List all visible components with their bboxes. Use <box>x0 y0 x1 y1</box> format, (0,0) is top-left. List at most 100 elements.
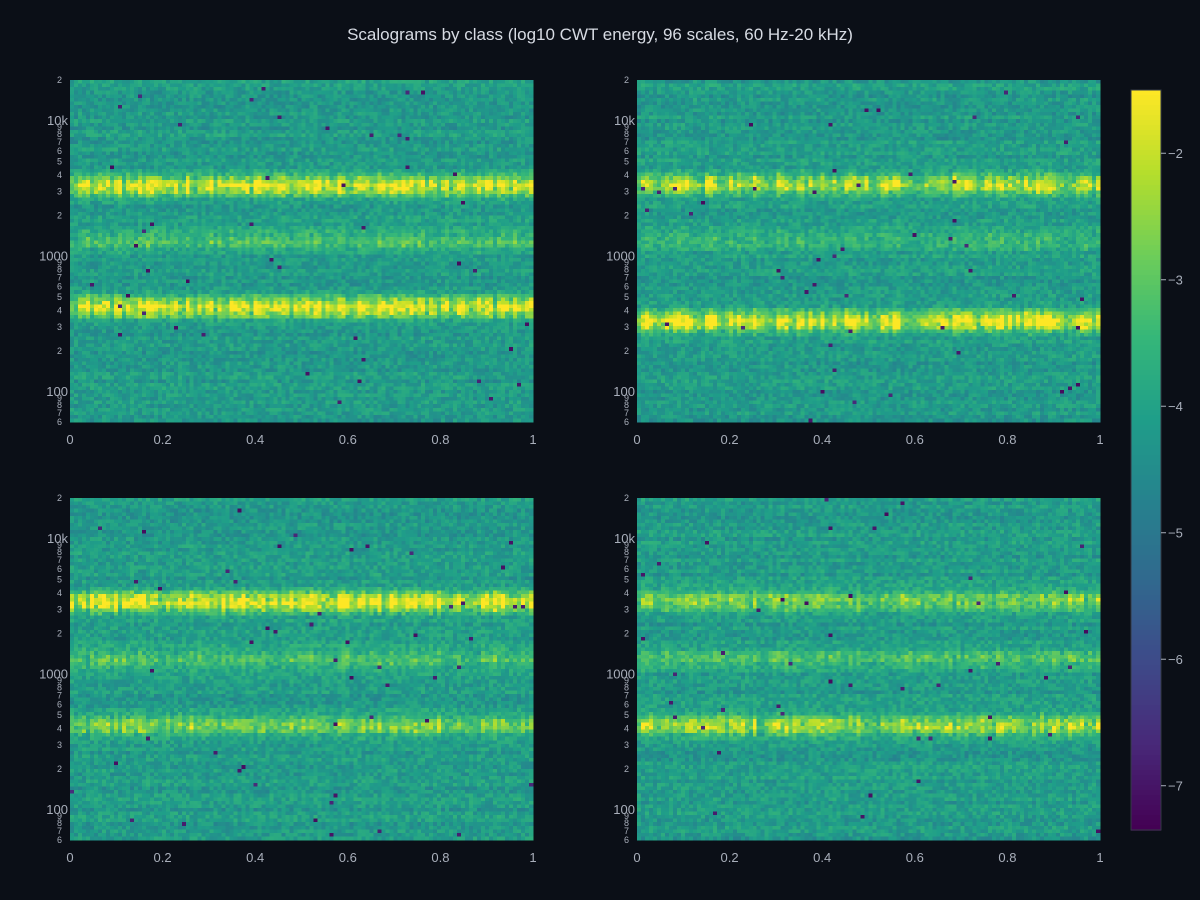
heatmap-cell <box>529 98 534 102</box>
heatmap-cell <box>82 105 87 109</box>
heatmap-cell <box>373 91 378 95</box>
heatmap-cell <box>258 94 263 98</box>
heatmap-cell <box>429 87 434 91</box>
heatmap-cell <box>325 98 330 102</box>
heatmap-cell <box>190 80 195 84</box>
heatmap-cell <box>445 98 450 102</box>
heatmap-cell <box>182 91 187 95</box>
heatmap-cell <box>525 91 530 95</box>
heatmap-cell <box>182 94 187 98</box>
heatmap-cell <box>413 91 418 95</box>
heatmap-cell <box>453 94 458 98</box>
heatmap-cell <box>433 87 438 91</box>
heatmap-cell <box>118 105 123 109</box>
heatmap-cell <box>453 105 458 109</box>
heatmap-cell <box>473 84 478 88</box>
heatmap-cell <box>373 80 378 84</box>
heatmap-cell <box>437 80 442 84</box>
heatmap-cell <box>226 98 231 102</box>
heatmap-cell <box>90 87 95 91</box>
heatmap-cell <box>158 98 163 102</box>
heatmap-cell <box>349 84 354 88</box>
heatmap-cell <box>401 101 406 105</box>
heatmap-cell <box>150 98 155 102</box>
heatmap-cell <box>421 87 426 91</box>
heatmap-cell <box>373 94 378 98</box>
heatmap-cell <box>405 101 410 105</box>
heatmap-cell <box>230 94 235 98</box>
heatmap-cell <box>290 80 295 84</box>
heatmap-cell <box>266 87 271 91</box>
heatmap-cell <box>369 94 374 98</box>
heatmap-cell <box>461 80 466 84</box>
heatmap-cell <box>194 98 199 102</box>
heatmap-cell <box>70 87 75 91</box>
heatmap-cell <box>274 87 279 91</box>
heatmap-cell <box>274 98 279 102</box>
heatmap-cell <box>270 94 275 98</box>
heatmap-cell <box>234 98 239 102</box>
heatmap-cell <box>246 80 251 84</box>
heatmap-cell <box>501 101 506 105</box>
heatmap-cell <box>369 84 374 88</box>
heatmap-cell <box>321 84 326 88</box>
heatmap-cell <box>230 98 235 102</box>
heatmap-cell <box>246 87 251 91</box>
heatmap-cell <box>82 87 87 91</box>
heatmap-cell <box>270 80 275 84</box>
heatmap-cell <box>413 80 418 84</box>
heatmap-cell <box>417 101 422 105</box>
heatmap-cell <box>365 80 370 84</box>
heatmap-cell <box>349 105 354 109</box>
heatmap-cell <box>94 98 99 102</box>
heatmap-cell <box>138 91 143 95</box>
heatmap-cell <box>214 101 219 105</box>
heatmap-cell <box>477 84 482 88</box>
heatmap-cell <box>242 101 247 105</box>
heatmap-cell <box>146 91 151 95</box>
heatmap-cell <box>126 101 131 105</box>
heatmap-cell <box>385 98 390 102</box>
heatmap-cell <box>138 98 143 102</box>
heatmap-cell <box>114 94 119 98</box>
heatmap-cell <box>262 105 267 109</box>
heatmap-cell <box>190 91 195 95</box>
heatmap-cell <box>377 91 382 95</box>
heatmap-cell <box>457 101 462 105</box>
heatmap-cell <box>238 80 243 84</box>
heatmap-cell <box>505 84 510 88</box>
heatmap-cell <box>134 91 139 95</box>
heatmap-cell <box>218 105 223 109</box>
heatmap-cell <box>493 101 498 105</box>
heatmap-cell <box>118 98 123 102</box>
heatmap-cell <box>493 94 498 98</box>
heatmap-cell <box>381 101 386 105</box>
heatmap-cell <box>106 105 111 109</box>
heatmap-cell <box>317 101 322 105</box>
heatmap-cell <box>449 98 454 102</box>
heatmap-cell <box>457 98 462 102</box>
heatmap-cell <box>178 80 183 84</box>
heatmap-cell <box>337 101 342 105</box>
heatmap-cell <box>230 87 235 91</box>
heatmap-cell <box>369 105 374 109</box>
heatmap-cell <box>341 84 346 88</box>
heatmap-cell <box>218 94 223 98</box>
heatmap-cell <box>118 80 123 84</box>
heatmap-cell <box>397 80 402 84</box>
heatmap-cell <box>345 101 350 105</box>
heatmap-cell <box>437 98 442 102</box>
heatmap-cell <box>381 105 386 109</box>
heatmap-cell <box>521 101 526 105</box>
heatmap-cell <box>325 94 330 98</box>
heatmap-cell <box>186 80 191 84</box>
heatmap-cell <box>98 94 103 98</box>
heatmap-cell <box>290 94 295 98</box>
heatmap-cell <box>138 84 143 88</box>
heatmap-cell <box>78 98 83 102</box>
heatmap-cell <box>178 91 183 95</box>
heatmap-cell <box>266 80 271 84</box>
heatmap-cell <box>262 91 267 95</box>
heatmap-cell <box>158 94 163 98</box>
heatmap-cell <box>278 80 283 84</box>
